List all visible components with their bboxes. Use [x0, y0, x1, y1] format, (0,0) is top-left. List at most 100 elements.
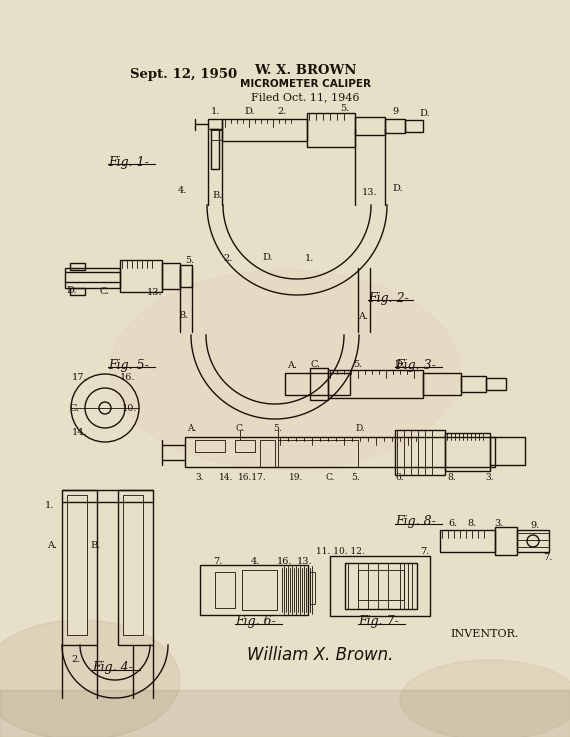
Text: C.: C.: [100, 287, 110, 296]
Text: D.: D.: [67, 285, 78, 295]
Text: D.: D.: [393, 184, 404, 192]
Text: 16.17.: 16.17.: [238, 472, 266, 481]
Bar: [328, 370, 423, 398]
Bar: [278, 440, 358, 467]
Text: Filed Oct. 11, 1946: Filed Oct. 11, 1946: [251, 92, 359, 102]
Text: 2.: 2.: [71, 655, 81, 665]
Text: C.: C.: [325, 472, 335, 481]
Text: D.: D.: [245, 107, 255, 116]
Bar: [495, 527, 517, 555]
Text: 5.: 5.: [274, 424, 282, 433]
Text: Fig. 5-: Fig. 5-: [108, 358, 149, 371]
Text: B.: B.: [91, 540, 101, 550]
Bar: [345, 563, 417, 609]
Bar: [123, 495, 143, 635]
Text: 14.: 14.: [219, 472, 233, 481]
Text: 6.: 6.: [396, 472, 404, 481]
Text: Fig. 4-: Fig. 4-: [92, 662, 133, 674]
Text: 8.: 8.: [467, 520, 477, 528]
Text: D.: D.: [355, 424, 365, 433]
Text: A.: A.: [188, 424, 197, 433]
Ellipse shape: [400, 660, 570, 737]
Bar: [440, 530, 495, 552]
Bar: [358, 570, 404, 600]
Text: 16.: 16.: [120, 372, 136, 382]
Bar: [120, 260, 162, 292]
Text: 5.: 5.: [352, 472, 360, 481]
Text: 14.: 14.: [72, 427, 88, 436]
Bar: [517, 530, 549, 552]
Text: 9: 9: [392, 107, 398, 116]
Text: 1.: 1.: [45, 500, 55, 509]
Text: 6.: 6.: [449, 520, 458, 528]
Text: B.: B.: [213, 190, 223, 200]
Bar: [330, 556, 430, 616]
Text: Fig. 6-: Fig. 6-: [235, 615, 276, 629]
Bar: [310, 368, 328, 400]
Text: 7.: 7.: [420, 547, 430, 556]
Ellipse shape: [0, 620, 180, 737]
Text: 8.: 8.: [447, 472, 457, 481]
Bar: [185, 437, 495, 467]
Bar: [242, 570, 277, 610]
Bar: [355, 117, 385, 135]
Bar: [222, 119, 307, 141]
Bar: [200, 565, 308, 615]
Text: 13.: 13.: [297, 556, 313, 565]
Text: William X. Brown.: William X. Brown.: [247, 646, 393, 664]
Text: D.: D.: [394, 360, 405, 368]
Text: 4.: 4.: [250, 556, 260, 565]
Text: 16.: 16.: [277, 556, 293, 565]
Bar: [445, 433, 490, 471]
Bar: [310, 572, 315, 604]
Text: Fig. 3-: Fig. 3-: [395, 358, 436, 371]
Text: 1.: 1.: [306, 254, 315, 262]
Text: 5.: 5.: [185, 256, 194, 265]
Bar: [385, 119, 405, 133]
Text: INVENTOR.: INVENTOR.: [450, 629, 518, 639]
Text: C.: C.: [235, 424, 245, 433]
Text: 4.: 4.: [177, 186, 187, 195]
Bar: [235, 440, 255, 452]
Text: 7.: 7.: [543, 553, 553, 562]
Text: D.: D.: [263, 253, 273, 262]
Text: MICROMETER CALIPER: MICROMETER CALIPER: [239, 79, 370, 89]
Bar: [162, 263, 180, 289]
Bar: [215, 572, 235, 608]
Text: C.: C.: [70, 403, 80, 413]
Text: Fig. 7-: Fig. 7-: [358, 615, 399, 629]
Text: 5.: 5.: [353, 360, 363, 368]
Bar: [195, 440, 225, 452]
Bar: [405, 120, 423, 132]
Bar: [70, 288, 85, 295]
Bar: [486, 378, 506, 390]
Text: Fig. 8-: Fig. 8-: [395, 515, 436, 528]
Text: Fig. 2-: Fig. 2-: [368, 292, 409, 304]
Text: 11. 10. 12.: 11. 10. 12.: [316, 547, 364, 556]
Text: 13.: 13.: [147, 287, 163, 296]
Text: 1.: 1.: [210, 107, 219, 116]
Bar: [67, 495, 87, 635]
Text: W. X. BROWN: W. X. BROWN: [254, 63, 356, 77]
Text: 2.: 2.: [223, 254, 233, 262]
Bar: [395, 430, 445, 475]
Text: 9.: 9.: [530, 522, 540, 531]
Text: 3.: 3.: [494, 520, 504, 528]
Text: 17.: 17.: [72, 372, 88, 382]
Text: B.: B.: [179, 310, 189, 320]
Text: 5.: 5.: [340, 103, 349, 113]
Bar: [70, 263, 85, 270]
Bar: [307, 113, 355, 147]
Bar: [118, 490, 153, 645]
Text: 10.: 10.: [122, 403, 138, 413]
Text: A.: A.: [47, 540, 57, 550]
Bar: [62, 490, 97, 645]
Text: 2.: 2.: [278, 107, 287, 116]
Bar: [285, 373, 350, 395]
Text: 19.: 19.: [289, 472, 303, 481]
Text: 3.: 3.: [196, 472, 204, 481]
Bar: [208, 119, 222, 129]
Bar: [211, 129, 219, 169]
Text: D.: D.: [420, 108, 430, 117]
Text: Sept. 12, 1950: Sept. 12, 1950: [130, 68, 237, 80]
